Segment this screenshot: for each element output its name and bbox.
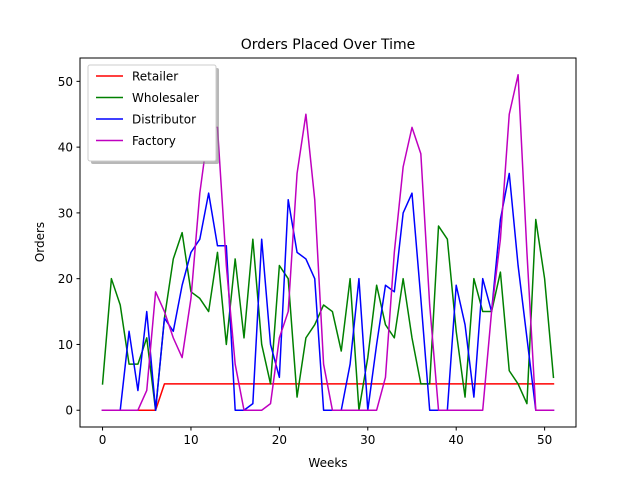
legend-box — [87, 64, 217, 162]
y-tick-label: 0 — [65, 404, 73, 418]
x-tick-label: 50 — [537, 433, 552, 447]
y-tick-label: 10 — [58, 338, 73, 352]
series-layer — [101, 74, 555, 411]
y-tick-label: 20 — [58, 272, 73, 286]
y-tick-label: 50 — [58, 75, 73, 89]
series-line-factory — [101, 74, 555, 411]
series-line-wholesaler — [101, 218, 555, 411]
legend-label-wholesaler: Wholesaler — [132, 91, 199, 105]
legend-label-factory: Factory — [132, 134, 176, 148]
chart-title: Orders Placed Over Time — [241, 37, 415, 53]
x-tick-label: 40 — [449, 433, 464, 447]
x-tick-label: 0 — [99, 433, 107, 447]
y-axis-label: Orders — [33, 222, 47, 262]
x-tick-label: 10 — [183, 433, 198, 447]
legend: Retailer Wholesaler Distributor Factory — [87, 64, 219, 164]
legend-label-retailer: Retailer — [132, 70, 178, 84]
y-axis-ticks: 0 10 20 30 40 50 — [58, 75, 80, 418]
x-axis-ticks: 0 10 20 30 40 50 — [99, 427, 552, 447]
x-tick-label: 30 — [360, 433, 375, 447]
y-tick-label: 30 — [58, 206, 73, 220]
x-tick-label: 20 — [272, 433, 287, 447]
y-tick-label: 40 — [58, 141, 73, 155]
plot-frame — [79, 57, 577, 428]
x-axis-label: Weeks — [308, 456, 347, 470]
series-line-distributor — [101, 172, 555, 411]
legend-label-distributor: Distributor — [132, 113, 196, 127]
